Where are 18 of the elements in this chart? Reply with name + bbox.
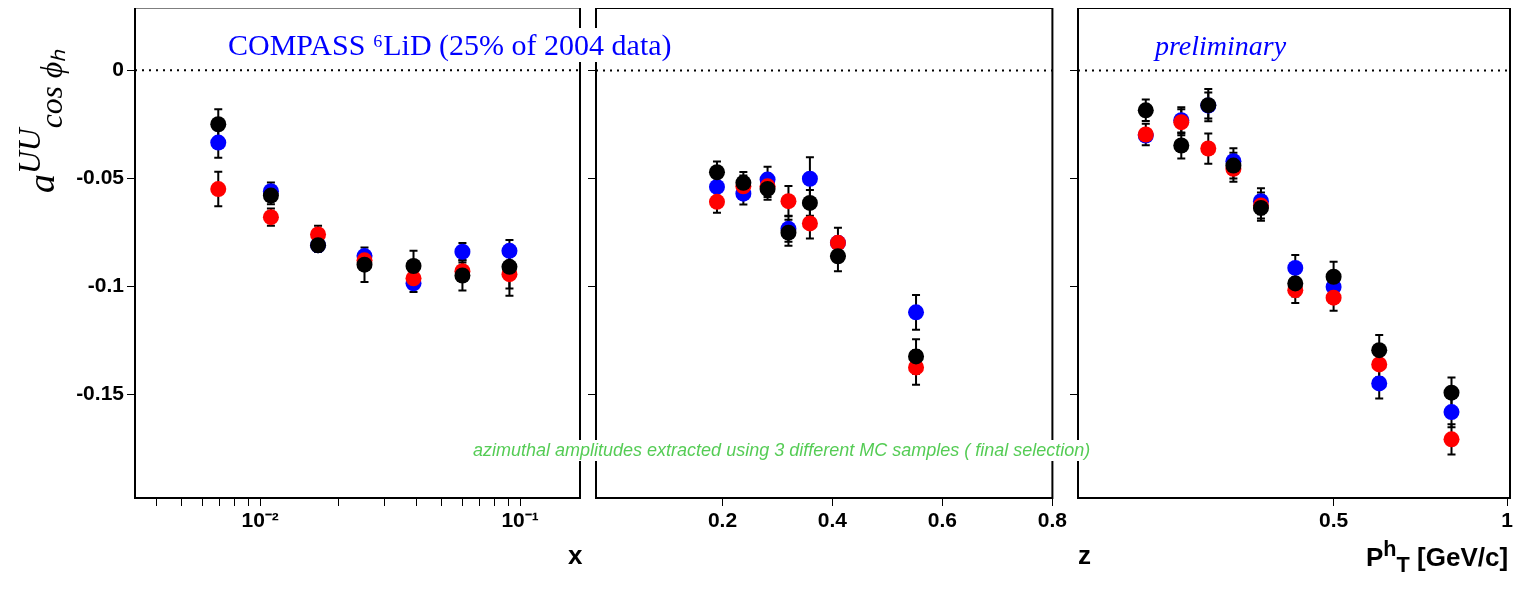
x-tick-label: 0.5 [1319, 508, 1349, 532]
text: COMPASS ⁶LiD (25% of 2004 data) [228, 28, 672, 62]
annotation: azimuthal amplitudes extracted using 3 different MC samples ( final selection) [473, 440, 1091, 461]
x-tick-label: 0.6 [927, 508, 958, 532]
y-tick-label: -0.05 [76, 165, 125, 189]
x-axis-title: z [1078, 540, 1091, 571]
annotation: preliminary [1155, 30, 1287, 62]
x-tick-label: 1 [1501, 508, 1514, 532]
y-tick-label: -0.1 [87, 273, 125, 297]
x-tick-label: 0.8 [1037, 508, 1068, 532]
x-tick-label: 0.4 [817, 508, 848, 532]
x-tick-label: 10⁻¹ [501, 508, 539, 532]
x-axis-title: x [568, 540, 583, 571]
y-tick-label: 0 [112, 57, 124, 81]
y-tick-label: -0.15 [76, 381, 125, 405]
x-axis-title: P$^{h}$$_{T}$ [GeV/c] [1366, 536, 1509, 578]
x-tick-label: 0.2 [707, 508, 738, 532]
x-tick-label: 10⁻² [241, 508, 279, 532]
